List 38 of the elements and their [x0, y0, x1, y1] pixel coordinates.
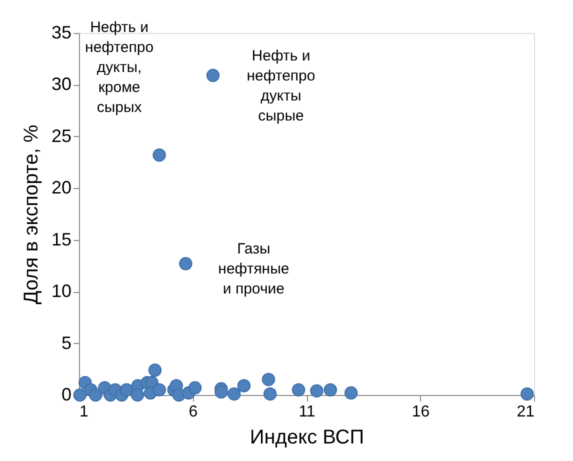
annotation: Газы нефтяные и прочие [218, 240, 290, 298]
x-tick-label: 16 [412, 404, 430, 420]
y-tick-label: 10 [51, 281, 72, 302]
y-tick-label: 15 [51, 229, 72, 250]
point [237, 379, 251, 392]
point [520, 387, 534, 401]
point [73, 388, 87, 402]
annotation: Нефть и нефтепро дукты, кроме сырых [85, 19, 154, 116]
point [148, 364, 162, 377]
annotation: Нефть и нефтепро дукты сырые [246, 47, 316, 124]
point [292, 383, 306, 396]
point [263, 387, 277, 401]
point [188, 381, 202, 394]
y-tick-label: 0 [61, 384, 72, 404]
y-tick-label: 25 [51, 126, 72, 146]
x-axis-title: Индекс ВСП [250, 426, 364, 448]
x-tick-label: 6 [188, 404, 198, 420]
point [228, 387, 241, 401]
point [130, 388, 144, 402]
x-tick-label: 1 [80, 404, 88, 420]
point [324, 383, 338, 396]
y-tick-label: 5 [61, 332, 72, 353]
point [152, 148, 166, 162]
point [88, 388, 102, 402]
y-tick-label: 20 [51, 178, 72, 198]
y-tick-label: 35 [51, 22, 72, 42]
point [206, 68, 220, 82]
y-axis-title: Доля в экспорте, % [20, 124, 42, 304]
x-tick-label: 21 [516, 404, 535, 420]
point [152, 383, 166, 396]
point [262, 372, 276, 386]
x-tick-label: 11 [298, 404, 316, 420]
point [310, 384, 324, 398]
point [179, 257, 192, 270]
point [344, 386, 358, 400]
point [214, 385, 228, 399]
y-tick-label: 30 [51, 74, 72, 94]
point [120, 383, 134, 396]
